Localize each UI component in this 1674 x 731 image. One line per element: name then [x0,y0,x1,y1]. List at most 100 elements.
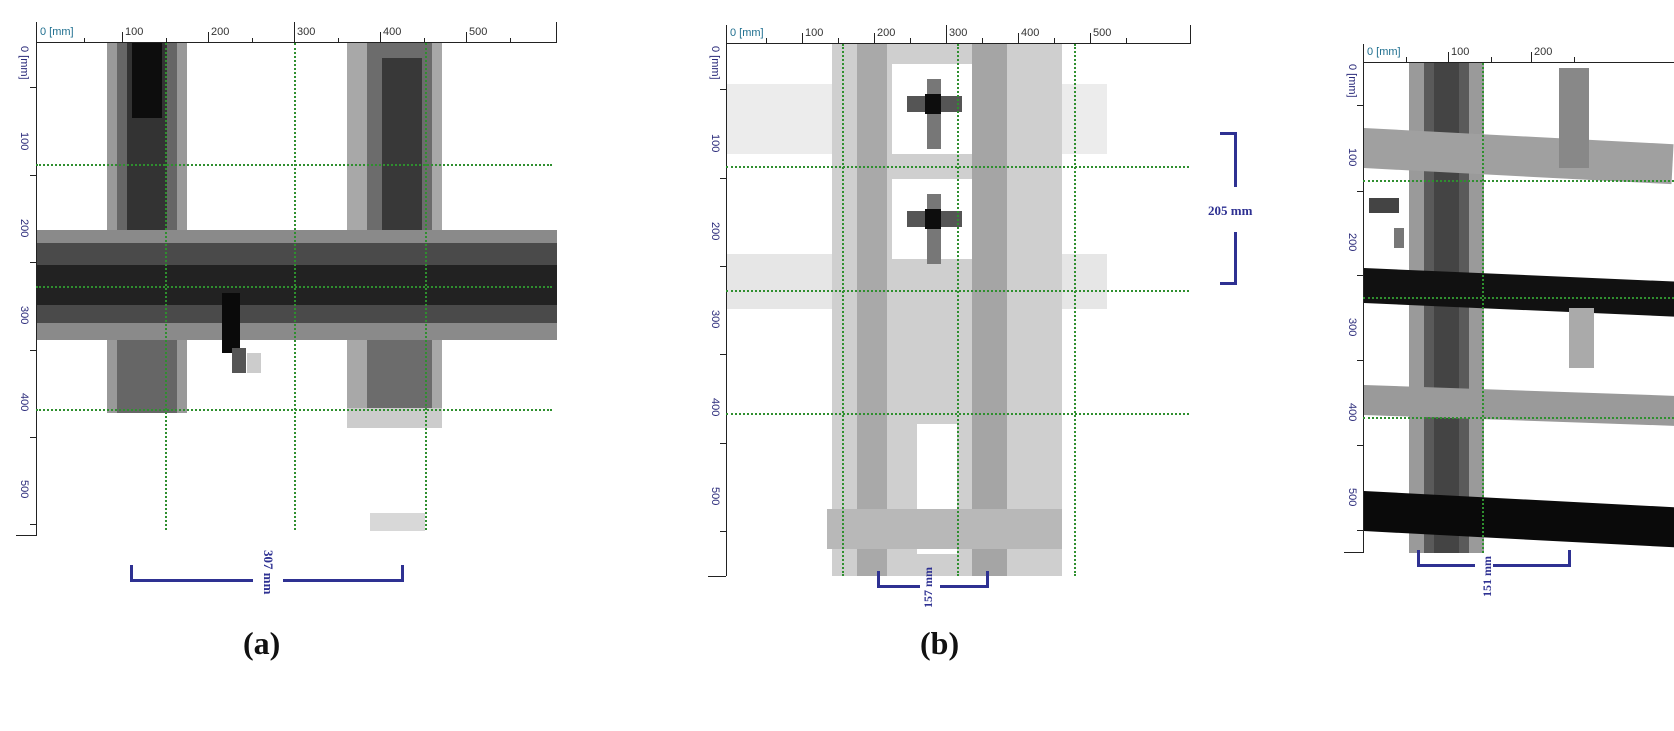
grid-line-vertical [957,44,959,576]
x-tick [338,38,339,42]
panel-caption: (b) [920,625,960,661]
y-tick-label: 300 [709,310,721,329]
rebar [37,265,557,305]
x-tick [380,32,381,42]
rebar-shadow [1569,308,1594,368]
dimension-bracket-bottom [1220,232,1237,285]
y-axis-c [1363,62,1364,553]
y-tick [720,266,726,267]
x-tick-label: 400 [1021,27,1040,39]
y-tick-label: 500 [18,480,30,499]
x-tick [1018,33,1019,43]
rebar-shadow [347,408,442,428]
x-tick [510,38,511,42]
y-tick-label: 400 [709,398,721,417]
y-tick [1344,552,1363,553]
x-tick-label: 500 [1093,27,1112,39]
y-tick-label: 300 [18,306,30,325]
y-tick [1357,275,1363,276]
anomaly-cross [927,79,941,149]
x-tick [982,38,983,43]
rebar-shadow [857,44,887,576]
y-axis-unit-label: 0 [mm] [18,46,30,80]
rebar-shadow [1559,68,1589,168]
y-tick [30,524,36,525]
rebar [132,43,162,118]
y-tick-label: 400 [18,393,30,412]
dimension-bracket-right [283,565,404,582]
reflection-patch [370,513,425,531]
x-tick [166,38,167,42]
anomaly [247,353,261,373]
x-tick [1054,38,1055,43]
x-tick-label: 200 [877,27,896,39]
y-tick-label: 200 [18,219,30,238]
dimension-label-vertical: 205 mm [1208,203,1253,218]
y-tick-label: 500 [709,487,721,506]
x-tick [1406,57,1407,62]
x-tick [252,38,253,42]
x-tick [802,33,803,43]
dimension-bracket-right [1493,550,1571,567]
y-tick [720,443,726,444]
y-tick [16,535,36,536]
y-tick [1357,105,1363,106]
grid-line-vertical [294,43,296,530]
anomaly-core [925,94,941,114]
anomaly-core [925,209,941,229]
x-tick-label: 200 [1534,46,1553,58]
dimension-bracket-top [1220,132,1237,187]
x-tick-label: 100 [805,27,824,39]
y-tick-label: 100 [18,132,30,151]
x-tick [556,22,557,42]
y-tick-label: 200 [709,222,721,241]
y-tick [30,262,36,263]
grid-line-vertical [842,44,844,576]
grid-line-vertical [165,43,167,530]
y-tick-label: 100 [709,134,721,153]
grid-line-vertical [1074,44,1076,576]
y-tick [30,350,36,351]
panel-a: 0 [mm] 100 200 300 400 500 0 [mm] 100 20… [0,0,600,731]
x-tick [766,38,767,43]
grid-line-horizontal [1363,180,1674,182]
x-tick [1090,33,1091,43]
x-tick-label: 300 [949,27,968,39]
panel-b: 0 [mm] 100 200 300 400 500 0 [mm] 100 20… [690,0,1290,731]
anomaly [1394,228,1404,248]
x-tick-label: 200 [211,26,230,38]
x-tick [910,38,911,43]
y-tick [720,531,726,532]
x-tick [208,32,209,42]
dimension-bracket-right [940,571,989,588]
dimension-bracket-left [1417,550,1475,567]
x-tick [36,22,37,42]
y-tick-label: 200 [1346,233,1358,252]
grid-line-vertical [425,43,427,530]
gpr-scan-image-b [727,44,1191,576]
x-tick [424,38,425,42]
x-axis-b [726,43,1191,44]
x-tick [874,33,875,43]
y-tick [1357,445,1363,446]
x-tick [1448,52,1449,62]
anomaly-cross [927,194,941,264]
rebar-shadow [972,44,1007,576]
x-tick [838,38,839,43]
y-tick-label: 100 [1346,148,1358,167]
x-axis-a [36,42,557,43]
x-axis-unit-label: 0 [mm] [40,26,74,38]
y-tick [30,437,36,438]
x-tick [1363,44,1364,62]
x-tick [1491,57,1492,62]
y-tick [720,178,726,179]
rebar-shadow [827,509,1062,549]
x-tick [122,32,123,42]
panel-caption: (a) [243,625,281,661]
y-tick [1357,191,1363,192]
y-axis-a [36,42,37,536]
x-tick [726,25,727,43]
grid-line-horizontal [1363,297,1674,299]
x-tick [1531,52,1532,62]
y-tick-label: 400 [1346,403,1358,422]
